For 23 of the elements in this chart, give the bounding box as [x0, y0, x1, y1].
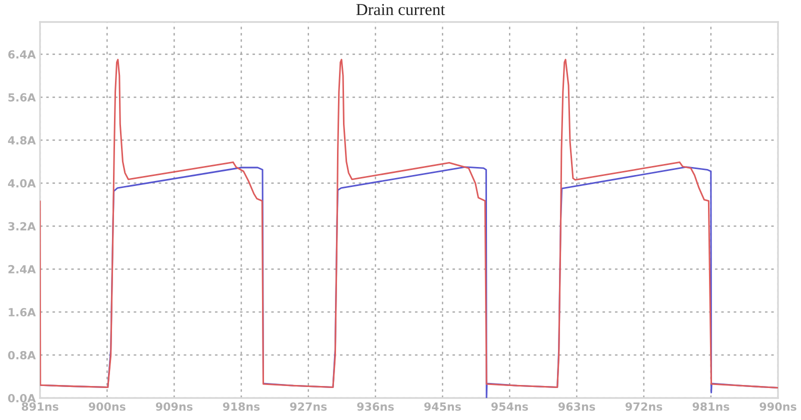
x-tick-label: 900ns	[88, 402, 126, 411]
y-tick-label: 4.0A	[8, 179, 36, 188]
line-series	[40, 58, 778, 389]
y-tick-label: 5.6A	[8, 93, 36, 102]
x-tick-label: 909ns	[156, 402, 193, 411]
x-tick-label: 954ns	[491, 402, 528, 411]
x-tick-label: 990ns	[760, 402, 796, 411]
y-tick-label: 4.8A	[8, 136, 36, 145]
y-tick-label: 0.0A	[8, 394, 36, 402]
y-tick-label: 0.8A	[8, 351, 36, 360]
x-tick-label: 936ns	[357, 402, 394, 411]
y-tick-label: 2.4A	[8, 265, 36, 274]
x-tick-label: 972ns	[626, 402, 662, 411]
y-tick-label: 6.4A	[8, 50, 36, 59]
y-tick-label: 3.2A	[8, 222, 36, 230]
y-tick-label: 1.6A	[8, 308, 36, 316]
x-tick-label: 891ns	[22, 402, 58, 411]
x-tick-label: 963ns	[558, 402, 596, 411]
x-tick-label: 945ns	[424, 402, 461, 411]
x-tick-label: 918ns	[222, 402, 260, 411]
chart-title: Drain current	[356, 4, 446, 16]
x-tick-label: 981ns	[692, 402, 730, 411]
x-tick-label: 927ns	[290, 402, 327, 411]
